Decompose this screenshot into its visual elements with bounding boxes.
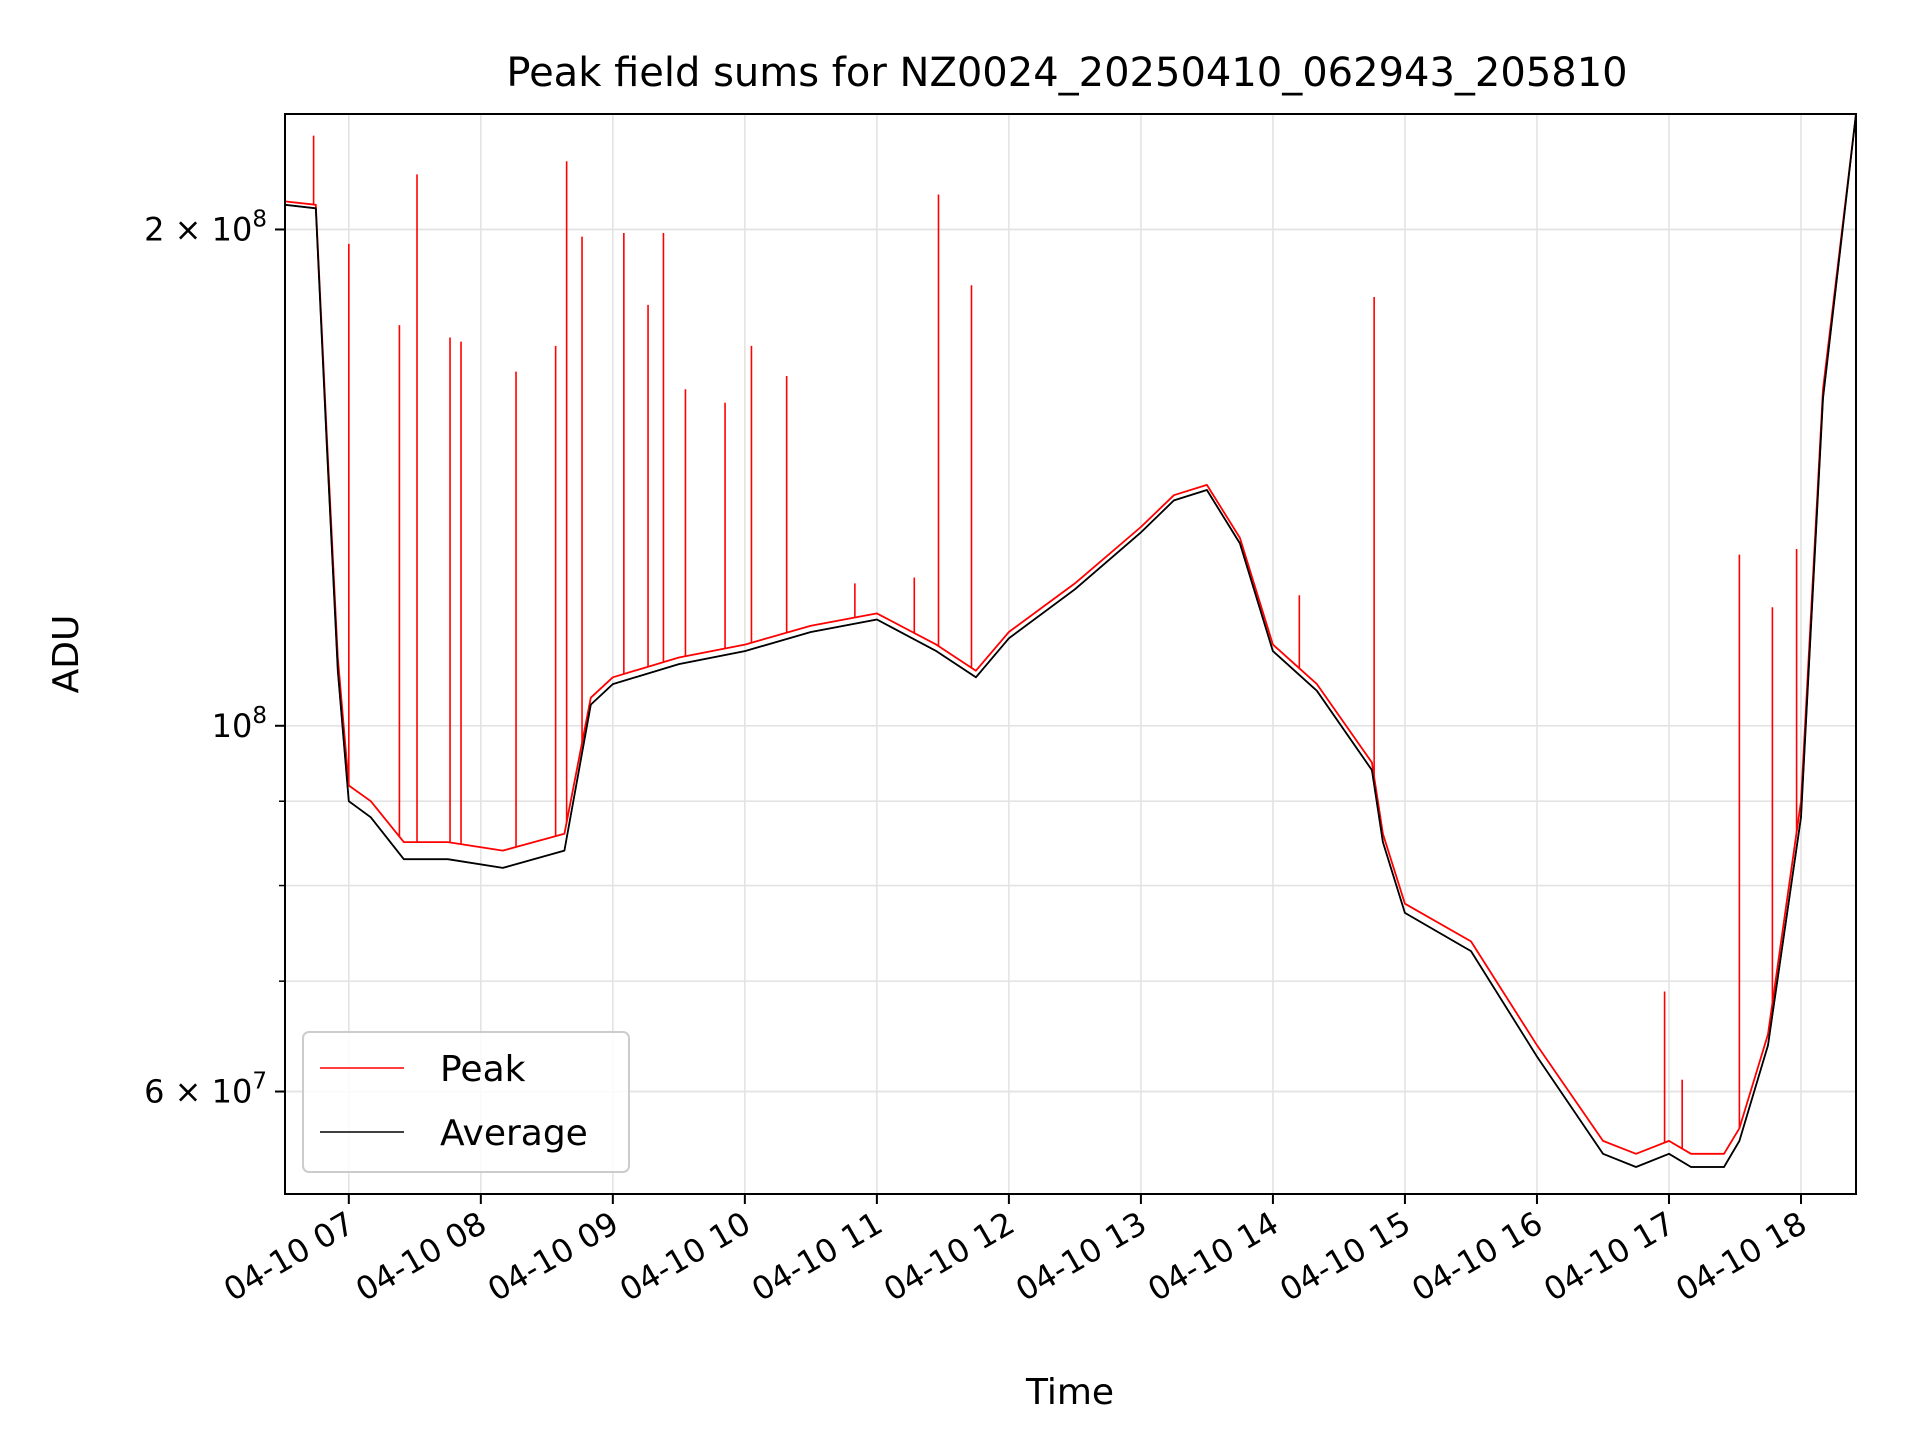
x-tick-label: 04-10 17 bbox=[1537, 1204, 1681, 1309]
x-tick-label: 04-10 09 bbox=[481, 1204, 625, 1309]
y-tick-times: × 10 bbox=[164, 210, 252, 248]
x-axis-label: Time bbox=[1025, 1372, 1114, 1413]
x-tick-label: 04-10 12 bbox=[877, 1204, 1021, 1309]
y-tick-exponent: 8 bbox=[252, 703, 267, 729]
x-tick-label: 04-10 07 bbox=[217, 1204, 361, 1309]
series-line-average-top bbox=[285, 114, 1856, 1168]
y-tick-exponent: 7 bbox=[252, 1069, 267, 1095]
plot-area bbox=[285, 114, 1856, 1168]
series-line-peak bbox=[285, 114, 1856, 1155]
x-tick-label: 04-10 11 bbox=[745, 1204, 889, 1309]
y-tick-mantissa: 6 bbox=[144, 1073, 164, 1111]
y-axis-label: ADU bbox=[46, 615, 87, 694]
y-tick-label: 6 × 107 bbox=[144, 1069, 267, 1111]
grid-lines bbox=[285, 114, 1856, 1194]
x-tick-label: 04-10 14 bbox=[1141, 1204, 1285, 1309]
legend-label-average: Average bbox=[440, 1113, 588, 1154]
chart-title: Peak field sums for NZ0024_20250410_0629… bbox=[506, 50, 1627, 96]
x-tick-label: 04-10 15 bbox=[1273, 1204, 1417, 1309]
legend: Peak Average bbox=[302, 1031, 630, 1173]
y-tick-label: 108 bbox=[212, 703, 267, 745]
x-tick-label: 04-10 08 bbox=[349, 1204, 493, 1309]
y-tick-label: 2 × 108 bbox=[144, 206, 267, 248]
y-tick-base: 10 bbox=[212, 707, 253, 745]
plot-frame bbox=[284, 113, 1857, 1195]
legend-box bbox=[302, 1031, 630, 1173]
legend-label-peak: Peak bbox=[440, 1049, 526, 1090]
y-tick-mantissa: 2 bbox=[144, 210, 164, 248]
x-tick-label: 04-10 18 bbox=[1669, 1204, 1813, 1309]
y-tick-times: × 10 bbox=[164, 1073, 252, 1111]
series-line-average bbox=[285, 114, 1856, 1168]
x-tick-label: 04-10 13 bbox=[1009, 1204, 1153, 1309]
x-tick-label: 04-10 16 bbox=[1405, 1204, 1549, 1309]
x-tick-label: 04-10 10 bbox=[613, 1204, 757, 1309]
series-group bbox=[285, 114, 1856, 1168]
y-tick-exponent: 8 bbox=[252, 206, 267, 232]
